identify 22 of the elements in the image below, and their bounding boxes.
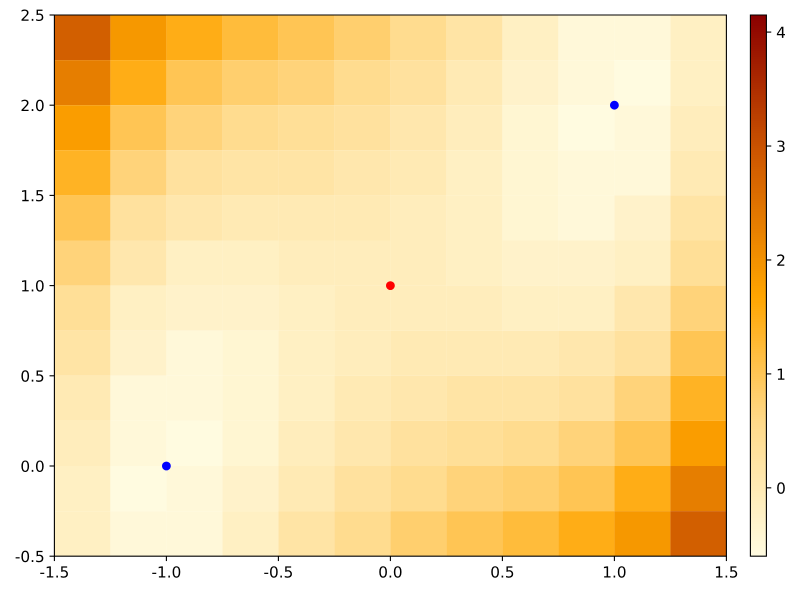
x-tick-label: -1.0 <box>152 566 180 578</box>
y-tick-label: 0.5 <box>21 370 44 382</box>
color-bar-label: 2 <box>777 254 784 266</box>
y-tick-label: 2.5 <box>22 9 44 22</box>
y-tick-label: 2.0 <box>22 100 44 112</box>
y-tick-label: -0.5 <box>16 550 44 562</box>
color-bar-label: 1 <box>778 368 784 380</box>
x-tick-label: 0.5 <box>491 566 514 578</box>
x-tick-label: -0.5 <box>264 566 292 578</box>
color-bar-label: 0 <box>777 482 785 494</box>
y-tick-label: 1.0 <box>22 280 44 292</box>
color-bar-label: 3 <box>777 140 785 152</box>
color-bar-label: 4 <box>776 26 785 38</box>
x-tick-label: 1.5 <box>716 566 738 578</box>
y-tick-label: 1.5 <box>22 190 44 202</box>
x-tick-label: -1.5 <box>40 566 68 578</box>
point <box>386 281 395 290</box>
x-tick-label: 0.0 <box>379 566 402 578</box>
y-tick-label: 0.0 <box>21 460 44 472</box>
point <box>610 100 619 110</box>
point <box>162 462 171 470</box>
x-tick-label: 1.0 <box>604 566 626 578</box>
